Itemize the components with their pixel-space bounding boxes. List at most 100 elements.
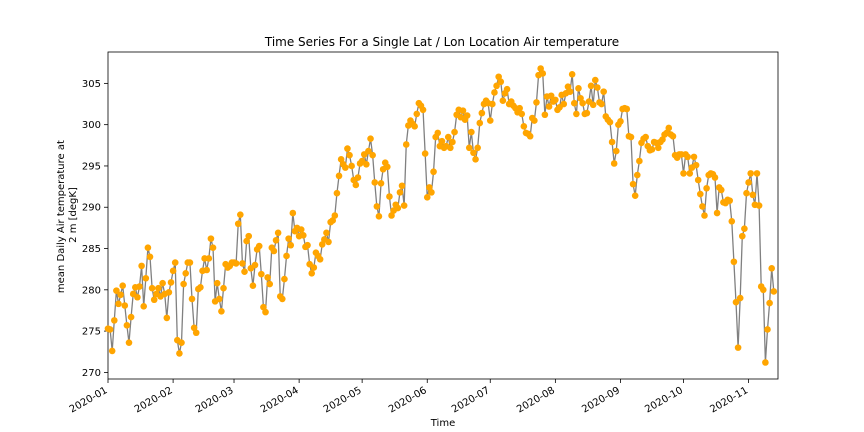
data-point (747, 170, 754, 177)
data-point (127, 313, 135, 321)
x-tick-label: 2020-05 (322, 385, 364, 415)
data-point (344, 145, 351, 152)
data-point (251, 261, 259, 269)
data-point (318, 241, 326, 248)
data-point (262, 308, 269, 316)
data-point (400, 202, 408, 209)
y-tick-label: 275 (82, 327, 101, 338)
data-point (497, 78, 505, 86)
data-point (608, 138, 616, 146)
data-point (503, 85, 511, 93)
data-point (258, 270, 265, 278)
data-point (694, 176, 702, 184)
data-point (764, 326, 771, 333)
data-point (106, 326, 114, 333)
data-point (518, 110, 526, 118)
data-point (690, 153, 698, 161)
data-point (323, 229, 330, 237)
data-point (337, 156, 345, 163)
data-point (738, 232, 746, 240)
data-point (272, 236, 280, 244)
data-point (686, 170, 694, 177)
data-point (367, 135, 374, 142)
data-point (755, 202, 763, 209)
data-point (264, 274, 271, 281)
y-axis-label: mean Daily Air temperature at 2 m [degK] (56, 137, 79, 293)
data-point (155, 284, 162, 292)
data-point (489, 100, 496, 108)
data-point (520, 123, 528, 130)
data-point (342, 164, 349, 171)
y-tick-label: 270 (82, 368, 101, 379)
data-point (499, 97, 507, 105)
data-point (310, 264, 318, 271)
data-point (279, 295, 286, 303)
data-point (468, 128, 475, 136)
data-point (123, 322, 131, 329)
data-point (216, 295, 223, 303)
data-point (331, 212, 339, 219)
data-point (516, 104, 523, 112)
data-point (434, 129, 442, 137)
data-point (192, 329, 200, 337)
data-point (325, 238, 332, 246)
data-point (148, 284, 156, 292)
data-point (386, 193, 393, 200)
data-point (186, 259, 194, 266)
data-point (354, 174, 362, 181)
data-point (167, 279, 175, 286)
data-point (255, 242, 263, 250)
data-point (188, 295, 196, 303)
data-point (627, 133, 635, 141)
data-point (274, 229, 282, 237)
y-axis: 270 275 280 285 290 295 300 305 (82, 79, 108, 379)
y-tick-label: 285 (82, 244, 101, 255)
data-point (159, 279, 166, 287)
data-point (108, 347, 116, 355)
data-point (583, 109, 591, 117)
data-point (281, 275, 288, 283)
data-point (113, 287, 120, 294)
x-tick-label: 2020-04 (259, 385, 301, 415)
data-point (234, 220, 242, 228)
data-point (696, 190, 704, 198)
data-point (594, 84, 601, 91)
data-point (762, 359, 769, 366)
data-point (117, 291, 124, 299)
data-point (300, 232, 307, 239)
data-point (270, 247, 278, 255)
data-point (633, 171, 641, 179)
data-point (178, 339, 185, 346)
data-point (728, 217, 736, 225)
data-point (384, 163, 391, 171)
data-point (486, 117, 494, 124)
data-point (642, 133, 649, 141)
data-point (283, 252, 290, 260)
data-point (629, 180, 637, 188)
data-point (575, 85, 582, 92)
data-point (241, 268, 248, 275)
data-point (136, 283, 143, 290)
data-point (232, 260, 240, 267)
data-point (465, 144, 473, 152)
data-point (205, 255, 213, 262)
data-point (474, 144, 481, 152)
data-point (589, 101, 597, 109)
data-point (491, 89, 498, 96)
x-tick-label: 2020-09 (580, 385, 622, 415)
data-point (699, 203, 706, 210)
data-point (526, 132, 534, 140)
data-point (623, 105, 631, 113)
data-point (610, 160, 618, 167)
data-point (743, 189, 750, 197)
data-point (711, 174, 719, 181)
data-point (260, 303, 267, 311)
data-point (438, 137, 446, 145)
x-tick-label: 2020-03 (194, 385, 236, 415)
data-point (537, 65, 544, 72)
data-point (333, 189, 341, 197)
data-point (598, 100, 605, 108)
data-point (237, 211, 244, 218)
